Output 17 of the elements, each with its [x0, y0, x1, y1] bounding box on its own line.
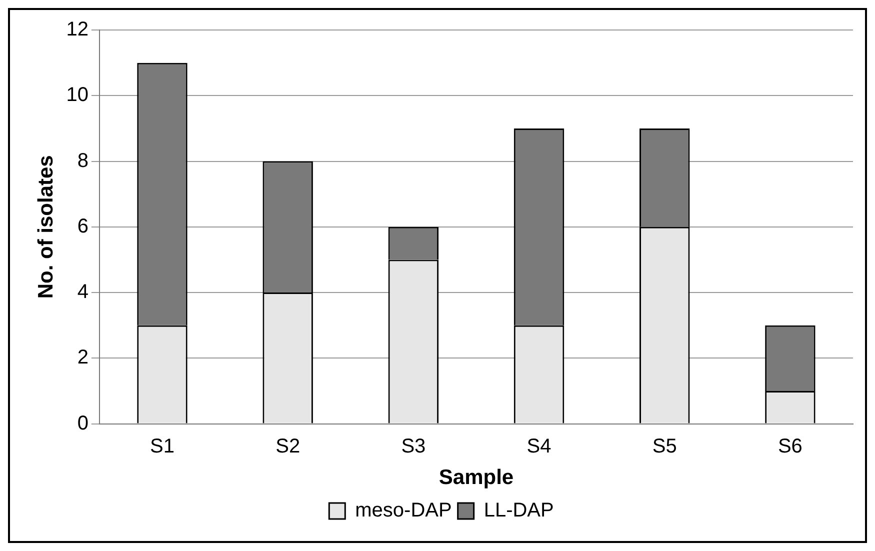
legend-label: LL-DAP: [484, 500, 554, 522]
y-tick-label: 12: [66, 18, 88, 41]
y-tick-label: 10: [66, 84, 88, 106]
x-tick-label: S2: [276, 435, 300, 458]
y-tick-label: 4: [77, 281, 88, 304]
y-tick-label: 8: [77, 150, 88, 172]
x-axis-title: Sample: [438, 466, 514, 490]
y-tick-label: 0: [77, 412, 88, 434]
x-tick-label: S4: [526, 435, 552, 458]
legend-label: meso-DAP: [355, 500, 452, 522]
x-tick-label: S3: [401, 435, 426, 458]
y-tick-label: 6: [77, 215, 88, 238]
y-tick-label: 2: [77, 346, 88, 369]
y-axis-title: No. of isolates: [34, 155, 58, 299]
x-tick-label: S5: [652, 435, 677, 458]
x-tick-label: S1: [150, 435, 174, 458]
x-tick-label: S6: [778, 435, 802, 458]
